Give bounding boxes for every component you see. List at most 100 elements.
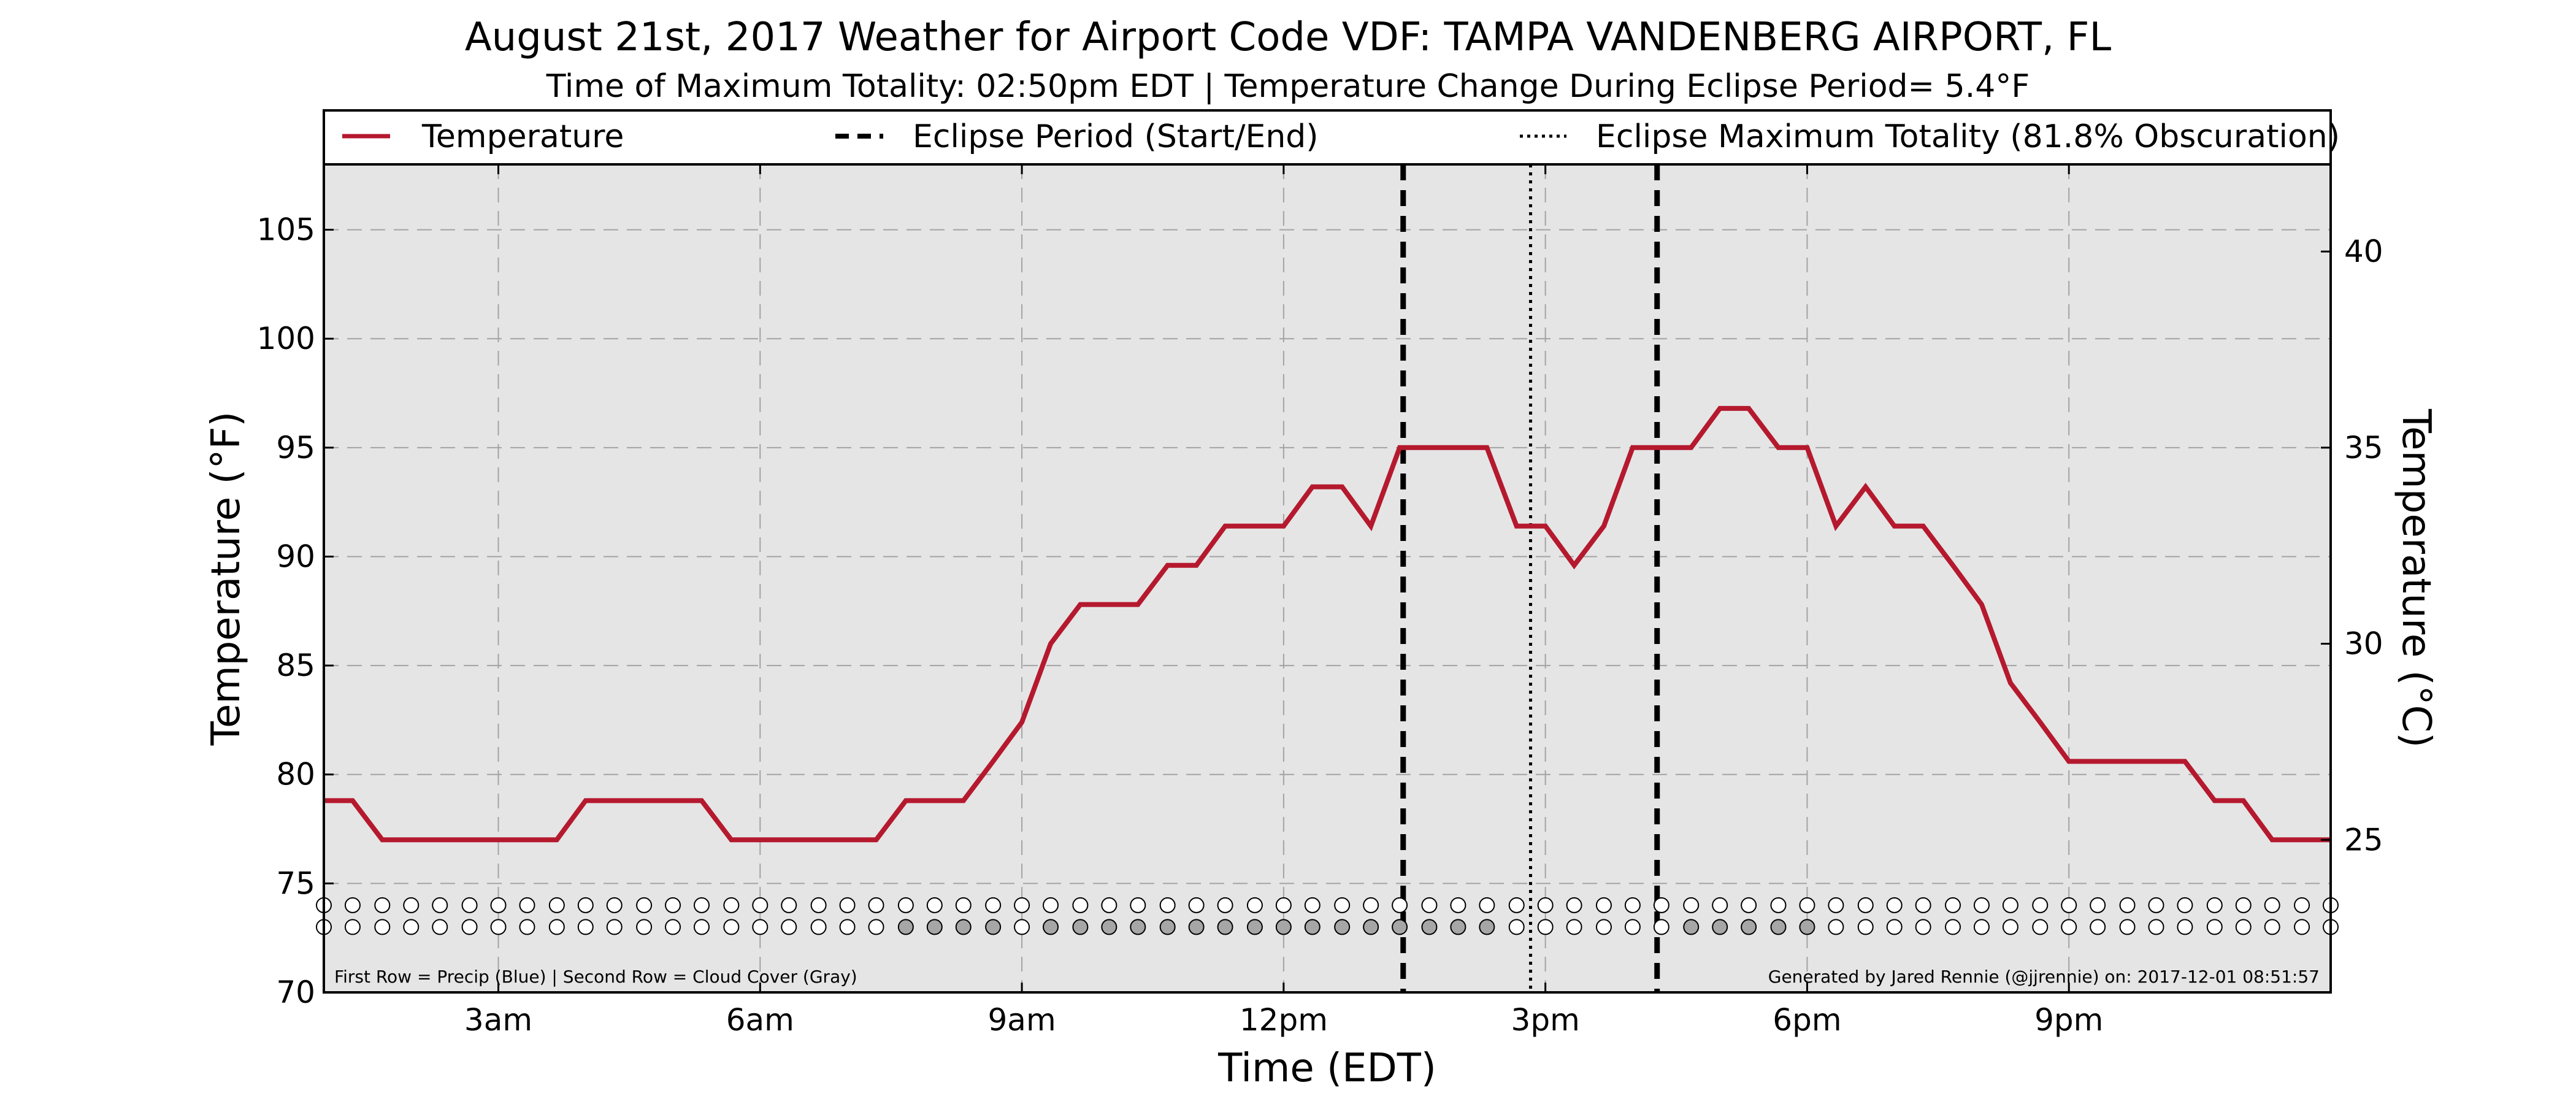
cloud-marker <box>519 919 535 935</box>
cloud-marker <box>2235 919 2252 935</box>
precip-marker <box>2294 897 2310 913</box>
cloud-marker <box>1683 919 1700 935</box>
precip-marker <box>2090 897 2106 913</box>
x-tick-label: 6am <box>726 1002 794 1038</box>
precip-marker <box>1014 897 1030 913</box>
precip-marker <box>1188 897 1205 913</box>
cloud-marker <box>432 919 448 935</box>
precip-marker <box>1304 897 1321 913</box>
precip-marker <box>1479 897 1495 913</box>
cloud-marker <box>1130 919 1146 935</box>
cloud-marker <box>1799 919 1815 935</box>
y-left-tick-label: 100 <box>257 321 315 356</box>
cloud-marker <box>2032 919 2049 935</box>
legend-eclipse-period-label: Eclipse Period (Start/End) <box>913 118 1319 155</box>
cloud-marker <box>1188 919 1205 935</box>
cloud-marker <box>1392 919 1408 935</box>
precip-marker <box>1275 897 1292 913</box>
precip-marker <box>1101 897 1117 913</box>
cloud-marker <box>2148 919 2164 935</box>
cloud-marker <box>693 919 710 935</box>
y-axis-left-ticks: 70 75 80 85 90 95 100 105 <box>257 212 334 1010</box>
cloud-marker <box>2002 919 2018 935</box>
legend-temperature-label: Temperature <box>421 118 624 155</box>
precip-marker <box>1886 897 1903 913</box>
precip-marker <box>403 897 420 913</box>
precip-marker <box>2002 897 2018 913</box>
cloud-marker <box>1741 919 1757 935</box>
cloud-marker <box>1334 919 1351 935</box>
cloud-marker <box>1363 919 1379 935</box>
legend: Temperature Eclipse Period (Start/End) E… <box>323 109 2340 166</box>
y-left-tick-label: 85 <box>276 648 315 683</box>
y-axis-right-label: Temperature (°C) <box>2393 408 2439 748</box>
precip-marker <box>723 897 740 913</box>
marker-rows <box>316 897 2339 935</box>
cloud-marker <box>1537 919 1554 935</box>
cloud-marker <box>1159 919 1176 935</box>
cloud-marker <box>1072 919 1089 935</box>
precip-marker <box>1945 897 1961 913</box>
cloud-marker <box>1217 919 1233 935</box>
plot-frame <box>323 163 2332 994</box>
precip-marker <box>1828 897 1844 913</box>
cloud-marker <box>1712 919 1728 935</box>
cloud-marker <box>1421 919 1438 935</box>
precip-marker <box>1072 897 1089 913</box>
y-left-tick-label: 75 <box>276 865 315 901</box>
temperature-series <box>324 405 2331 843</box>
y-axis-left-label: Temperature (°F) <box>204 412 249 746</box>
cloud-marker <box>839 919 856 935</box>
chart-subtitle: Time of Maximum Totality: 02:50pm EDT | … <box>546 68 2030 105</box>
precip-marker <box>1421 897 1438 913</box>
precip-marker <box>636 897 653 913</box>
y-axis-right-ticks: 25 30 35 40 <box>2321 234 2383 857</box>
cloud-marker <box>1101 919 1117 935</box>
precip-marker <box>2148 897 2164 913</box>
cloud-marker <box>1945 919 1961 935</box>
precip-marker <box>1741 897 1757 913</box>
cloud-marker <box>2264 919 2280 935</box>
precip-marker <box>1043 897 1059 913</box>
cloud-marker <box>810 919 827 935</box>
precip-marker <box>665 897 681 913</box>
footnote-right: Generated by Jared Rennie (@jjrennie) on… <box>1768 967 2320 987</box>
precip-marker <box>1799 897 1815 913</box>
precip-marker <box>897 897 914 913</box>
cloud-marker <box>2294 919 2310 935</box>
precip-marker <box>1334 897 1351 913</box>
precip-marker <box>1973 897 1990 913</box>
cloud-marker <box>926 919 943 935</box>
footnote-left: First Row = Precip (Blue) | Second Row =… <box>334 967 857 987</box>
cloud-marker <box>1857 919 1874 935</box>
cloud-marker <box>665 919 681 935</box>
precip-marker <box>432 897 448 913</box>
precip-marker <box>1653 897 1669 913</box>
x-tick-label: 3am <box>464 1002 532 1038</box>
cloud-marker <box>548 919 565 935</box>
precip-marker <box>461 897 478 913</box>
precip-marker <box>2264 897 2280 913</box>
x-axis-ticks: 3am 6am 9am 12pm 3pm 6pm 9pm <box>464 164 2103 1038</box>
precip-marker <box>985 897 1002 913</box>
precip-marker <box>2061 897 2077 913</box>
x-tick-label: 9pm <box>2034 1002 2103 1038</box>
precip-marker <box>519 897 535 913</box>
precip-marker <box>926 897 943 913</box>
precip-marker <box>1624 897 1641 913</box>
precip-marker <box>577 897 594 913</box>
cloud-marker <box>577 919 594 935</box>
precip-marker <box>2206 897 2223 913</box>
precip-marker <box>1392 897 1408 913</box>
legend-eclipse-max-label: Eclipse Maximum Totality (81.8% Obscurat… <box>1596 118 2340 155</box>
x-tick-label: 9am <box>988 1002 1056 1038</box>
cloud-marker <box>2177 919 2193 935</box>
cloud-marker <box>1275 919 1292 935</box>
cloud-marker <box>403 919 420 935</box>
cloud-marker <box>2090 919 2106 935</box>
cloud-marker <box>606 919 623 935</box>
precip-marker <box>548 897 565 913</box>
cloud-marker <box>1508 919 1525 935</box>
precip-marker <box>374 897 391 913</box>
